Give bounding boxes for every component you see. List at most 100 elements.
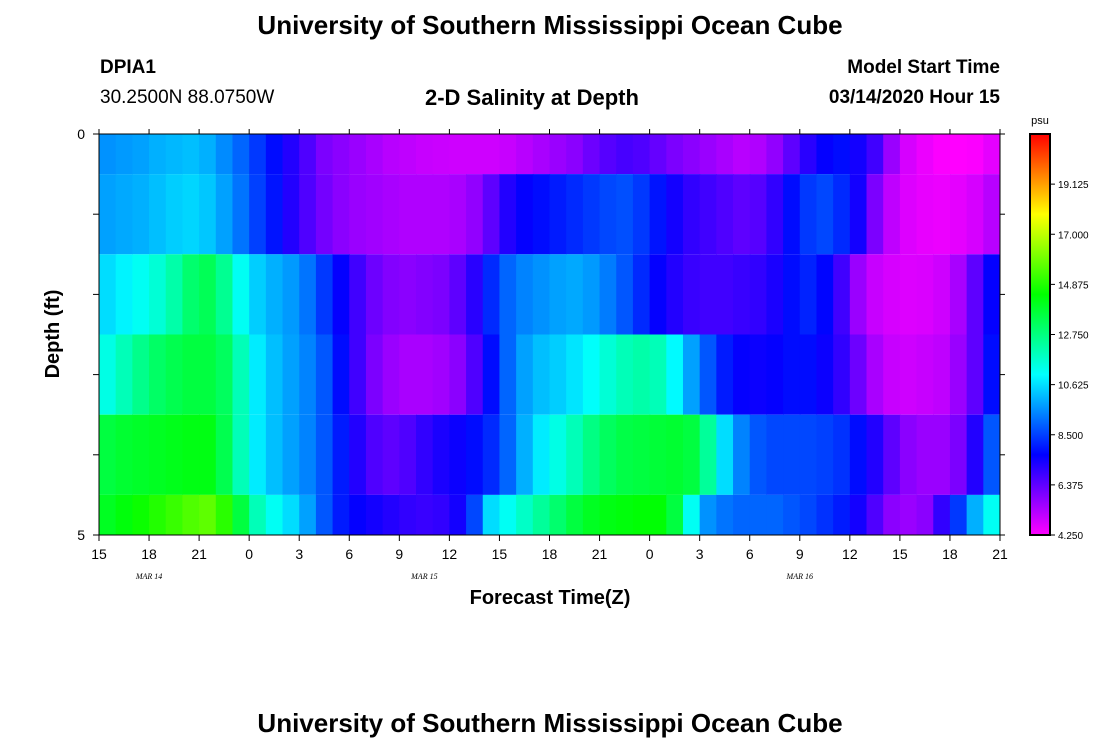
heatmap-cell bbox=[165, 134, 184, 175]
heatmap-cell bbox=[566, 254, 584, 335]
heatmap-cell bbox=[616, 334, 634, 415]
heatmap-cell bbox=[733, 334, 751, 415]
heatmap-cell bbox=[799, 494, 818, 535]
heatmap-cell bbox=[265, 134, 284, 175]
heatmap-cell bbox=[749, 174, 768, 255]
heatmap-cell bbox=[833, 334, 851, 415]
heatmap-cell bbox=[332, 334, 350, 415]
heatmap-cell bbox=[916, 174, 934, 255]
heatmap-cell bbox=[699, 134, 717, 175]
heatmap-cell bbox=[933, 134, 951, 175]
heatmap-cell bbox=[416, 334, 434, 415]
heatmap-cell bbox=[349, 334, 367, 415]
footer-title: University of Southern Mississippi Ocean… bbox=[257, 708, 843, 738]
heatmap-cell bbox=[466, 414, 484, 495]
heatmap-cell bbox=[165, 494, 184, 535]
heatmap-cell bbox=[883, 334, 901, 415]
heatmap-cell bbox=[99, 134, 117, 175]
heatmap-cell bbox=[432, 334, 450, 415]
heatmap-cell bbox=[766, 254, 784, 335]
heatmap-cell bbox=[582, 174, 601, 255]
heatmap-cell bbox=[99, 254, 117, 335]
heatmap-cell bbox=[766, 414, 784, 495]
heatmap-cell bbox=[766, 494, 784, 535]
heatmap-cell bbox=[632, 254, 651, 335]
heatmap-cell bbox=[532, 334, 551, 415]
heatmap-cell bbox=[833, 494, 851, 535]
heatmap-cell bbox=[315, 334, 334, 415]
heatmap-cell bbox=[666, 134, 684, 175]
heatmap-cell bbox=[149, 134, 167, 175]
heatmap-cell bbox=[315, 254, 334, 335]
heatmap-cell bbox=[866, 414, 884, 495]
heatmap-cell bbox=[449, 254, 467, 335]
heatmap-cell bbox=[566, 414, 584, 495]
heatmap-cell bbox=[916, 254, 934, 335]
heatmap-cell bbox=[416, 414, 434, 495]
colorbar-tick-label: 6.375 bbox=[1058, 481, 1083, 492]
x-tick-label: 0 bbox=[646, 546, 654, 562]
heatmap-cell bbox=[382, 134, 400, 175]
heatmap-cell bbox=[983, 134, 1000, 175]
heatmap-cell bbox=[966, 334, 984, 415]
heatmap-cell bbox=[299, 414, 317, 495]
heatmap-cell bbox=[766, 334, 784, 415]
heatmap-cell bbox=[365, 134, 384, 175]
heatmap-cell bbox=[549, 414, 567, 495]
heatmap-cell bbox=[199, 414, 217, 495]
heatmap-cell bbox=[349, 494, 367, 535]
heatmap-cell bbox=[132, 174, 150, 255]
heatmap-cell bbox=[666, 494, 684, 535]
heatmap-cell bbox=[949, 414, 968, 495]
heatmap-cell bbox=[332, 134, 350, 175]
colorbar-tick-label: 14.875 bbox=[1058, 280, 1089, 291]
heatmap-cell bbox=[549, 134, 567, 175]
heatmap-cell bbox=[249, 174, 267, 255]
heatmap-cell bbox=[182, 134, 200, 175]
heatmap-cell bbox=[365, 254, 384, 335]
heatmap-cell bbox=[733, 174, 751, 255]
x-tick-label: 18 bbox=[942, 546, 958, 562]
heatmap-cell bbox=[549, 494, 567, 535]
colorbar-tick-label: 4.250 bbox=[1058, 531, 1083, 542]
heatmap-cell bbox=[499, 254, 517, 335]
heatmap-cell bbox=[582, 414, 601, 495]
heatmap-cell bbox=[115, 494, 133, 535]
heatmap-cell bbox=[382, 494, 400, 535]
heatmap-cell bbox=[299, 494, 317, 535]
date-label: MAR 16 bbox=[786, 572, 813, 581]
heatmap-cell bbox=[749, 494, 768, 535]
heatmap-cell bbox=[199, 254, 217, 335]
heatmap-cell bbox=[549, 174, 567, 255]
heatmap-cell bbox=[232, 334, 250, 415]
colorbar-gradient bbox=[1029, 133, 1051, 536]
heatmap-cell bbox=[165, 414, 184, 495]
heatmap-cell bbox=[699, 174, 717, 255]
heatmap-cell bbox=[365, 414, 384, 495]
heatmap-cell bbox=[933, 414, 951, 495]
heatmap-cell bbox=[933, 494, 951, 535]
heatmap-cell bbox=[616, 134, 634, 175]
heatmap-cell bbox=[265, 254, 284, 335]
heatmap-cell bbox=[149, 414, 167, 495]
heatmap-cell bbox=[265, 414, 284, 495]
heatmap-cell bbox=[549, 254, 567, 335]
heatmap-cell bbox=[733, 254, 751, 335]
heatmap-cell bbox=[716, 134, 734, 175]
heatmap-cell bbox=[649, 414, 667, 495]
heatmap-cell bbox=[215, 334, 234, 415]
heatmap-cell bbox=[466, 494, 484, 535]
heatmap-cell bbox=[232, 494, 250, 535]
heatmap-cell bbox=[666, 334, 684, 415]
heatmap-cell bbox=[349, 254, 367, 335]
x-tick-label: 6 bbox=[746, 546, 754, 562]
heatmap-cell bbox=[432, 134, 450, 175]
heatmap-cell bbox=[499, 334, 517, 415]
heatmap-cell bbox=[199, 174, 217, 255]
y-axis-label: Depth (ft) bbox=[42, 290, 64, 379]
heatmap-cell bbox=[449, 334, 467, 415]
heatmap-cell bbox=[766, 134, 784, 175]
heatmap-cell bbox=[249, 334, 267, 415]
heatmap-cell bbox=[883, 494, 901, 535]
